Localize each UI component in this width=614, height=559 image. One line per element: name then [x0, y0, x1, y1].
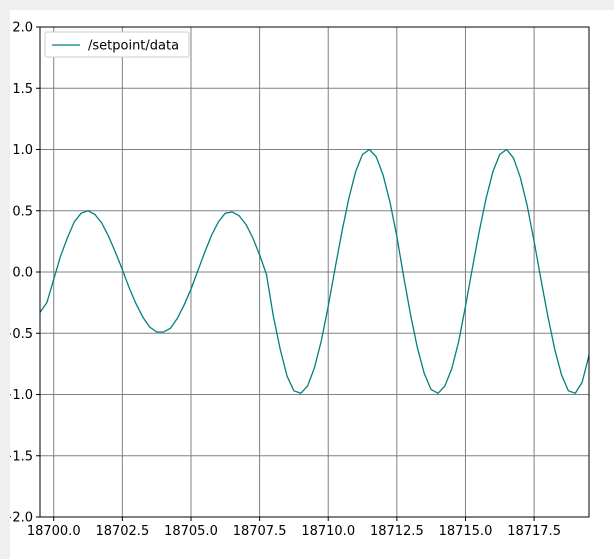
- x-tick-label: 18712.5: [370, 524, 424, 539]
- series-line-0: [40, 148, 589, 394]
- x-tick-label: 18715.0: [439, 524, 493, 539]
- y-tick-label: 0.5: [12, 204, 33, 219]
- y-tick-label: 2.0: [12, 21, 33, 36]
- legend: /setpoint/data: [44, 31, 190, 58]
- y-tick-label: 1.0: [12, 143, 33, 158]
- y-tick-label: −1.0: [10, 388, 33, 403]
- y-tick-label: 0.0: [12, 266, 33, 281]
- y-tick-label: −0.5: [10, 327, 33, 342]
- x-tick-label: 18717.5: [507, 524, 561, 539]
- x-tick-label: 18710.0: [301, 524, 355, 539]
- x-tick-label: 18702.5: [95, 524, 149, 539]
- legend-label: /setpoint/data: [88, 39, 179, 54]
- figure-canvas: 18700.0 18702.5 18705.0 18707.5 18710.0 18712…: [10, 10, 614, 559]
- y-tick-label: −1.5: [10, 449, 33, 464]
- x-tick-label: 18705.0: [164, 524, 218, 539]
- legend-box: [44, 31, 190, 58]
- y-tick-label: −2.0: [10, 511, 33, 526]
- series-layer: [40, 148, 589, 394]
- grid: [40, 26, 589, 518]
- x-tick-label: 18700.0: [27, 524, 81, 539]
- ticks: 18700.0 18702.5 18705.0 18707.5 18710.0 18712…: [10, 21, 561, 540]
- line-chart: 18700.0 18702.5 18705.0 18707.5 18710.0 18712…: [10, 21, 590, 540]
- y-tick-label: 1.5: [12, 82, 33, 97]
- x-tick-label: 18707.5: [233, 524, 287, 539]
